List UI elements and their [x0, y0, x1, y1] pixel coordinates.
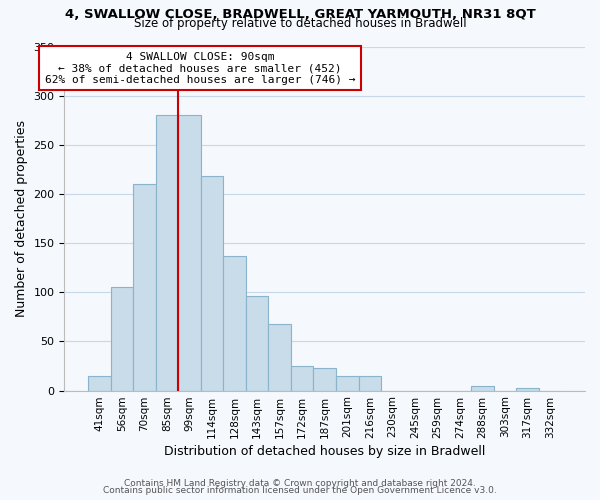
Bar: [223, 256, 246, 390]
Bar: [88, 376, 110, 390]
Bar: [155, 116, 178, 390]
Text: Size of property relative to detached houses in Bradwell: Size of property relative to detached ho…: [134, 18, 466, 30]
Y-axis label: Number of detached properties: Number of detached properties: [15, 120, 28, 317]
Bar: [201, 176, 223, 390]
Bar: [313, 368, 336, 390]
Bar: [336, 376, 359, 390]
Text: 4 SWALLOW CLOSE: 90sqm
← 38% of detached houses are smaller (452)
62% of semi-de: 4 SWALLOW CLOSE: 90sqm ← 38% of detached…: [44, 52, 355, 85]
Text: 4, SWALLOW CLOSE, BRADWELL, GREAT YARMOUTH, NR31 8QT: 4, SWALLOW CLOSE, BRADWELL, GREAT YARMOU…: [65, 8, 535, 20]
Bar: [178, 116, 201, 390]
Bar: [291, 366, 313, 390]
Bar: [110, 288, 133, 391]
Bar: [246, 296, 268, 390]
Text: Contains public sector information licensed under the Open Government Licence v3: Contains public sector information licen…: [103, 486, 497, 495]
Bar: [133, 184, 155, 390]
Text: Contains HM Land Registry data © Crown copyright and database right 2024.: Contains HM Land Registry data © Crown c…: [124, 478, 476, 488]
X-axis label: Distribution of detached houses by size in Bradwell: Distribution of detached houses by size …: [164, 444, 485, 458]
Bar: [516, 388, 539, 390]
Bar: [359, 376, 381, 390]
Bar: [471, 386, 494, 390]
Bar: [268, 324, 291, 390]
